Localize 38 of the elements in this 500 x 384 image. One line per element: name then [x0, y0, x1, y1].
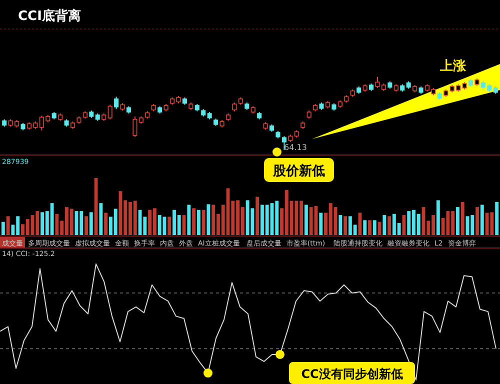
bar — [456, 207, 460, 235]
bar — [344, 216, 348, 235]
bar — [89, 212, 93, 235]
bar — [495, 202, 499, 235]
annotation: CC没有同步创新低 — [301, 367, 403, 381]
bar — [338, 215, 342, 235]
bar — [84, 216, 88, 235]
annotation: 股价新低 — [272, 163, 325, 179]
text: 上涨 — [439, 59, 467, 74]
bar — [256, 196, 260, 235]
bar — [99, 203, 103, 235]
bar — [372, 220, 376, 235]
candlestick — [108, 104, 112, 120]
bar — [1, 222, 5, 235]
bar — [363, 220, 367, 235]
bar — [104, 212, 108, 235]
bar — [476, 207, 479, 235]
candlestick — [114, 96, 119, 110]
candlestick — [132, 116, 138, 138]
bar — [319, 212, 323, 235]
bar — [192, 208, 196, 235]
bar — [460, 202, 464, 235]
bar — [168, 216, 172, 235]
bar — [480, 204, 484, 235]
bar — [368, 220, 372, 235]
bar — [436, 200, 440, 235]
bar — [187, 204, 191, 235]
bar — [304, 204, 308, 235]
bar — [206, 204, 210, 235]
bar — [382, 215, 386, 235]
bar — [6, 216, 10, 235]
bar — [94, 178, 98, 235]
chart-title: CCI底背离 — [18, 8, 81, 24]
bar — [202, 210, 206, 235]
bar — [402, 215, 406, 235]
annotation: 64.13 — [284, 143, 307, 152]
bar — [388, 216, 392, 235]
bar — [196, 210, 200, 235]
